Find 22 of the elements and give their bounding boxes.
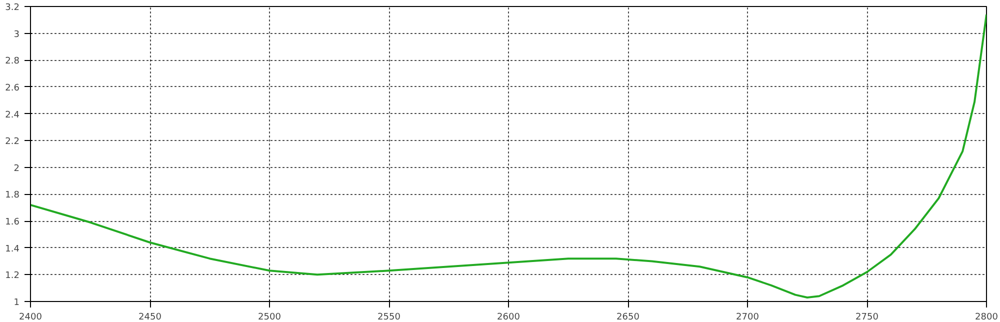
- x-tick-label: 2500: [258, 312, 282, 322]
- y-tick-label: 1.6: [5, 218, 20, 228]
- line-series: [30, 14, 986, 298]
- x-tick-label: 2450: [138, 312, 162, 322]
- x-tick-label: 2550: [378, 312, 401, 322]
- y-tick-label: 3.2: [5, 3, 20, 13]
- y-tick-label: 1.4: [5, 244, 20, 254]
- y-tick-label: 2.4: [5, 110, 20, 120]
- y-tick-label: 2: [14, 164, 20, 174]
- x-tick-label: 2750: [856, 312, 879, 322]
- x-tick-label: 2800: [975, 312, 998, 322]
- y-tick-label: 2.2: [5, 137, 20, 148]
- y-tick-label: 1: [14, 298, 20, 308]
- y-tick-label: 2.6: [5, 83, 20, 94]
- y-tick-label: 3: [14, 30, 20, 40]
- y-tick-label: 2.8: [5, 56, 20, 67]
- y-tick-label: 1.2: [5, 271, 20, 282]
- x-tick-label: 2400: [19, 312, 42, 322]
- x-tick-label: 2600: [497, 312, 520, 322]
- x-tick-label: 2650: [616, 312, 640, 322]
- y-tick-label: 1.8: [5, 190, 20, 201]
- x-tick-label: 2700: [736, 312, 760, 322]
